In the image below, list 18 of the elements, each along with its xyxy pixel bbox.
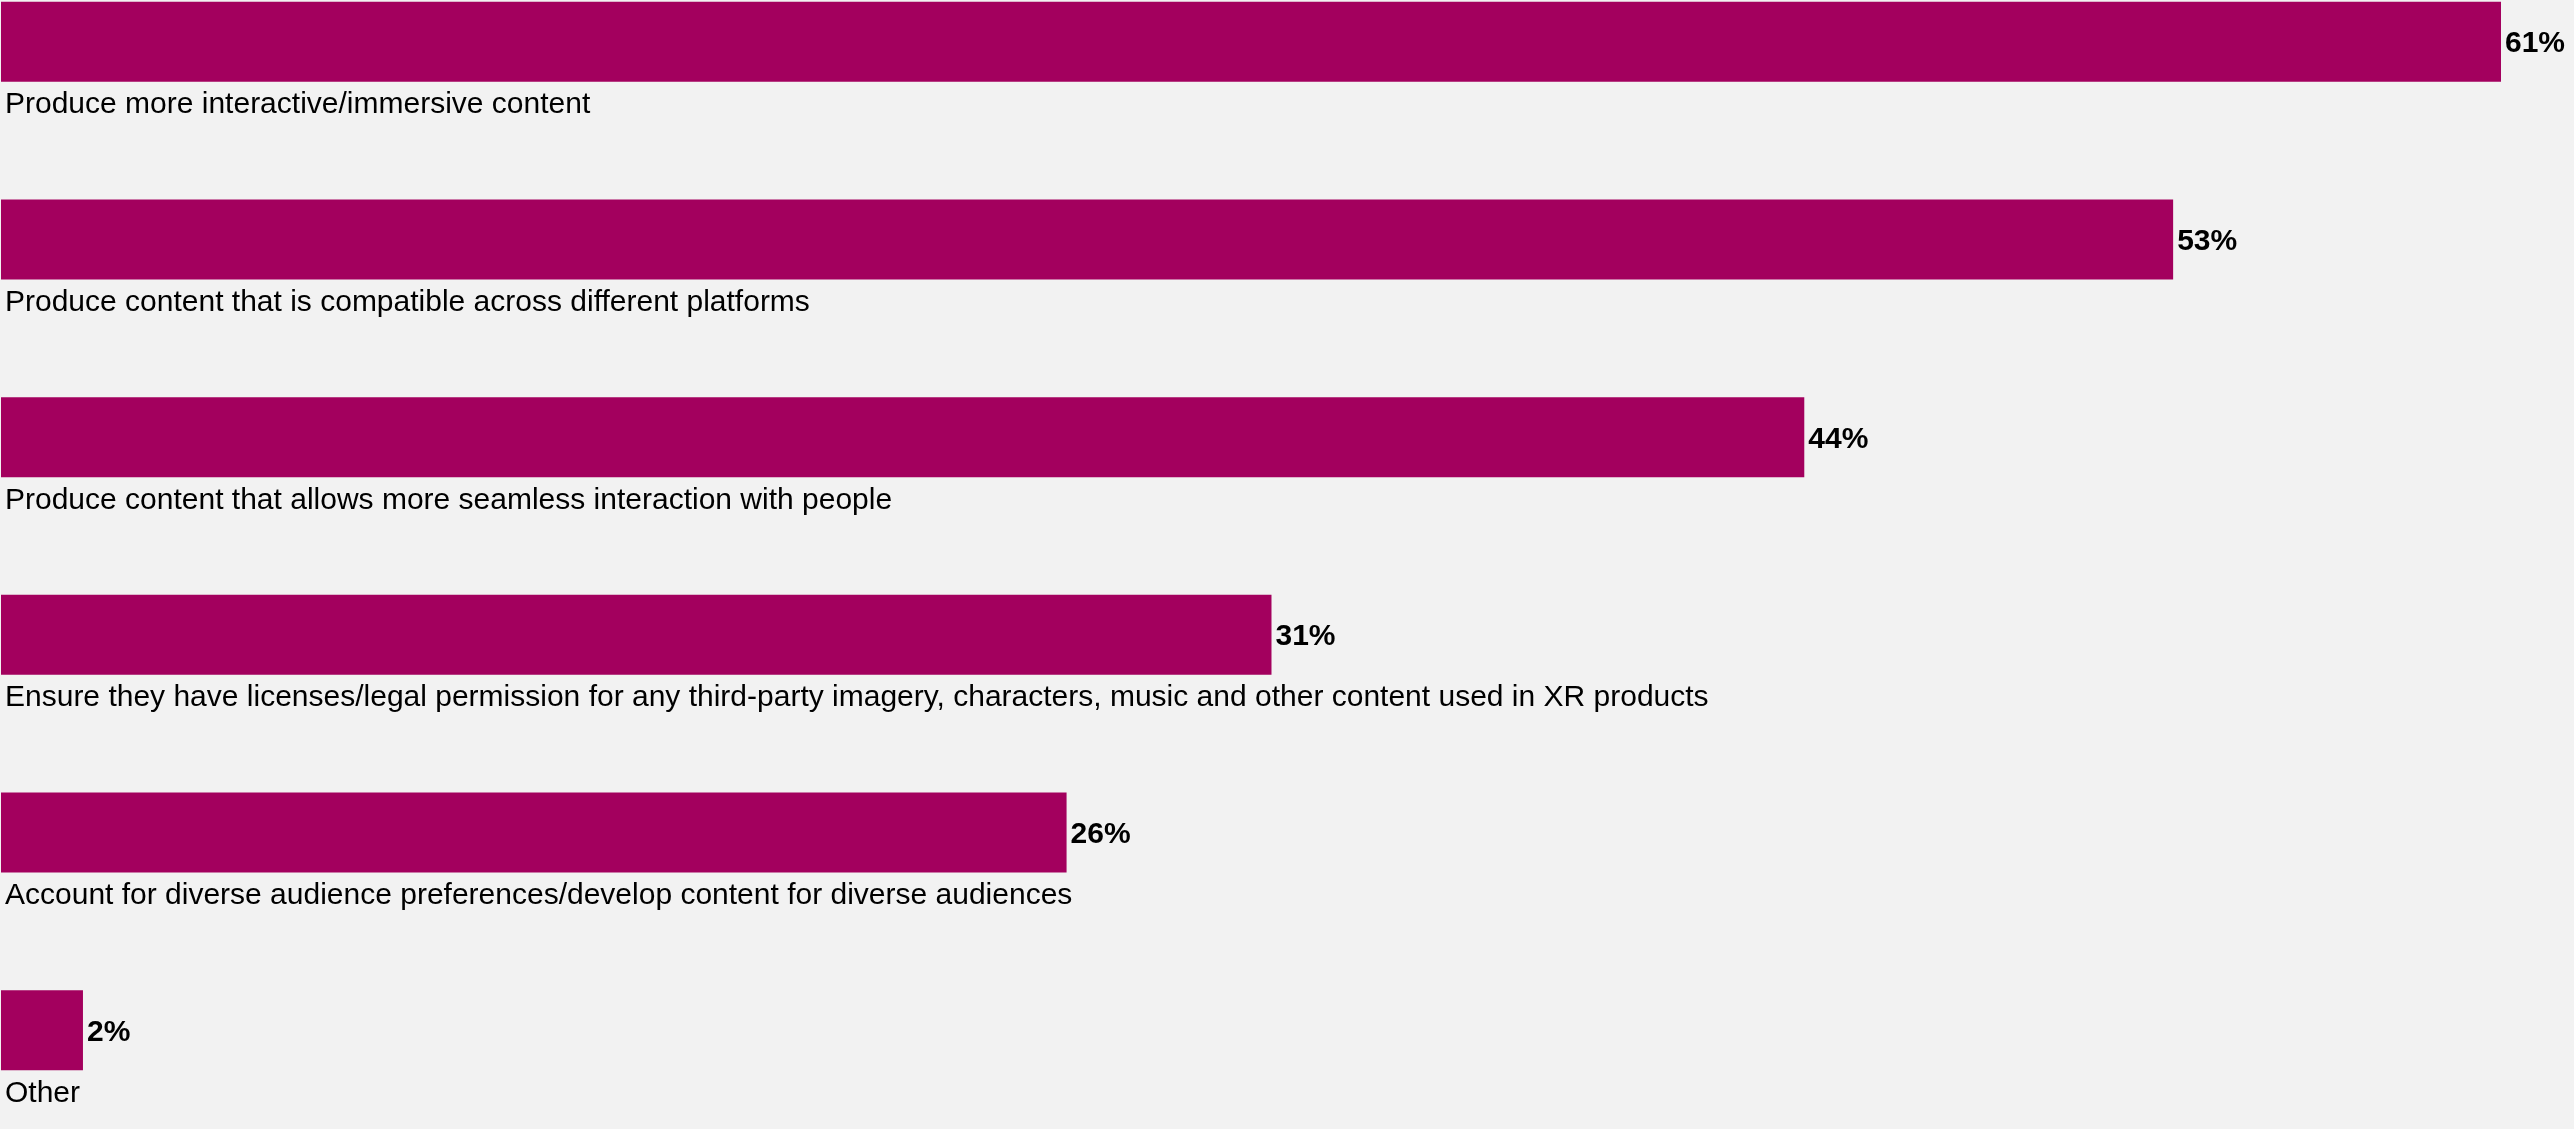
- bar: [1, 792, 1067, 873]
- bar: [1, 199, 2174, 280]
- data-label: 2%: [86, 1013, 131, 1047]
- y-tick-label: Produce content that allows more seamless interaction with people: [5, 481, 893, 515]
- y-tick-label: Produce content that is compatible across different platforms: [5, 284, 810, 317]
- data-label: 44%: [1808, 420, 1869, 454]
- y-tick-label: Ensure they have licenses/legal permission for any third-party imagery, characters, music and other content used in XR products: [5, 679, 1709, 713]
- bar: [1, 1, 2501, 82]
- bar: [1, 397, 1805, 478]
- y-tick-label: Produce more interactive/immersive content: [5, 86, 591, 120]
- data-label: 31%: [1275, 618, 1336, 652]
- bar: [1, 990, 83, 1071]
- y-tick-label: Account for diverse audience preferences/develop content for diverse audiences: [5, 877, 1073, 910]
- data-label: 26%: [1070, 816, 1131, 849]
- data-label: 61%: [2505, 25, 2566, 59]
- data-label: 53%: [2177, 223, 2238, 256]
- bar: [1, 594, 1272, 675]
- y-tick-label: Other: [5, 1074, 81, 1108]
